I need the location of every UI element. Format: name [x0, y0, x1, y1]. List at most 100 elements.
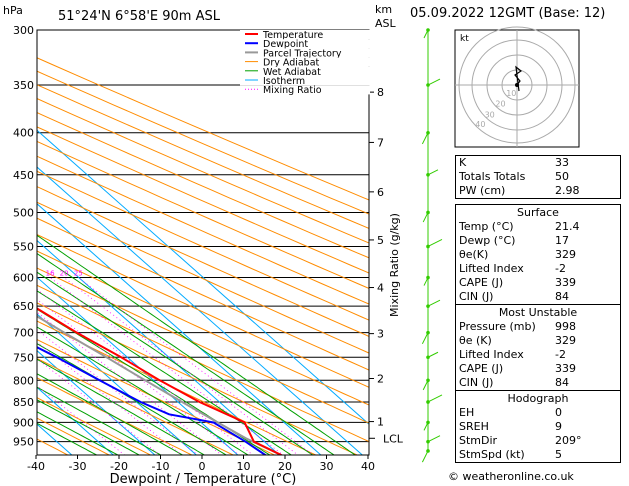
km-tick-label: 5	[377, 234, 384, 247]
legend-entry: Temperature	[262, 30, 323, 41]
pressure-tick-label: 600	[13, 272, 34, 285]
row-mu-pressure: Pressure (mb) 998	[459, 320, 576, 333]
legend-entry: Dry Adiabat	[263, 58, 320, 69]
wind-barb	[423, 277, 429, 286]
x-tick-label: -10	[152, 460, 170, 473]
wind-point	[426, 304, 430, 308]
row-eh: EH 0	[459, 406, 562, 419]
wet-adiabat-line	[37, 326, 249, 455]
wind-barb	[427, 239, 443, 247]
most-unstable-box: Most Unstable Pressure (mb) 998 θe (K) 329…	[455, 305, 621, 391]
surface-title: Surface	[517, 206, 559, 219]
date-title: 05.09.2022 12GMT (Base: 12)	[410, 6, 606, 21]
row-mu-theta: θe (K) 329	[459, 334, 576, 347]
dry-adiabat-line	[37, 320, 317, 455]
axes: 3003504004505005506006507007508008509009…	[13, 24, 404, 473]
pressure-tick-label: 550	[13, 240, 34, 253]
legend-bg	[240, 76, 370, 86]
pressure-tick-label: 500	[13, 206, 34, 219]
dry-adiabat-line	[37, 217, 369, 371]
wind-barb	[423, 29, 429, 39]
parcel-trajectory-line	[37, 315, 284, 455]
km-tick-label: 2	[377, 373, 384, 386]
pressure-tick-label: 900	[13, 416, 34, 429]
legend-bg	[240, 30, 370, 40]
plot-frame	[36, 29, 370, 456]
km-tick-label: 6	[377, 186, 384, 199]
mixing-ratio-line	[49, 277, 284, 455]
wind-barb	[427, 78, 441, 86]
pressure-tick-label: 850	[13, 396, 34, 409]
pressure-tick-label: 750	[13, 351, 34, 364]
row-pw: PW (cm) 2.98	[459, 184, 580, 197]
wet-adiabat-line	[37, 252, 335, 455]
location-title: 51°24'N 6°58'E 90m ASL	[58, 9, 221, 24]
legend-bg	[240, 39, 370, 49]
pressure-tick-label: 800	[13, 374, 34, 387]
isotherm-line	[37, 203, 322, 455]
hodograph-ring-label: 20	[495, 100, 505, 109]
hodograph-ring-label: 10	[506, 89, 516, 98]
wind-barb	[423, 422, 429, 431]
mixing-ratio-label: 25	[74, 270, 83, 278]
row-stmspd: StmSpd (kt) 5	[459, 448, 562, 461]
row-tt: Totals Totals 50	[459, 170, 569, 183]
legend-entry: Dewpoint	[263, 39, 308, 50]
mixing-ratio-label: 8	[6, 270, 10, 278]
dry-adiabat-line	[37, 267, 369, 424]
row-stmdir: StmDir 209°	[459, 434, 582, 447]
wind-barb	[427, 351, 439, 358]
wet-adiabat-line	[37, 234, 357, 455]
hodograph-trace	[514, 65, 523, 92]
x-tick-label: 40	[361, 460, 375, 473]
wind-barb	[427, 394, 443, 403]
legend-entry: Mixing Ratio	[263, 85, 322, 96]
row-cin: CIN (J) 84	[459, 290, 569, 303]
km-tick-label: 8	[377, 86, 384, 99]
dry-adiabat-line	[37, 284, 369, 443]
isotherm-line	[37, 386, 115, 455]
km-tick-label: 3	[377, 328, 384, 341]
wind-barb	[427, 299, 441, 307]
dewpoint-line	[37, 346, 268, 455]
x-tick-label: -40	[27, 460, 45, 473]
dry-adiabat-line	[37, 357, 235, 455]
hodograph-ring-label: 40	[475, 120, 485, 129]
km-tick-label: 4	[377, 282, 384, 295]
pressure-unit: hPa	[3, 4, 23, 17]
row-mu-cape: CAPE (J) 339	[459, 362, 576, 375]
row-k: K 33	[459, 156, 569, 169]
pressure-tick-label: 700	[13, 327, 34, 340]
hodograph-box: Hodograph EH 0 SREH 9 StmDir 209° StmSpd (k…	[455, 391, 621, 463]
row-li: Lifted Index -2	[459, 262, 566, 275]
isotherm-line	[37, 129, 369, 425]
pressure-tick-label: 450	[13, 169, 34, 182]
storm-motion-marker	[515, 83, 519, 87]
wet-adiabat-line	[37, 271, 314, 455]
basic-indices: K 33 Totals Totals 50 PW (cm) 2.98	[455, 155, 621, 199]
legend-entry: Wet Adiabat	[263, 67, 321, 78]
km-tick-label: 7	[377, 136, 384, 149]
wind-barb	[422, 212, 429, 223]
dry-adiabat-line	[37, 397, 152, 455]
wind-barbs	[421, 28, 443, 463]
x-tick-label: 10	[237, 460, 251, 473]
x-tick-label: 30	[320, 460, 334, 473]
wet-adiabat-line	[37, 399, 141, 455]
mu-title: Most Unstable	[498, 306, 578, 319]
indices-table: K 33 Totals Totals 50 PW (cm) 2.98 Surface …	[455, 155, 621, 463]
isotherm-line	[37, 166, 364, 455]
legend-entry: Isotherm	[263, 76, 305, 87]
x-tick-label: 0	[199, 460, 206, 473]
legend-bg	[240, 48, 370, 58]
wind-barb	[421, 450, 429, 463]
